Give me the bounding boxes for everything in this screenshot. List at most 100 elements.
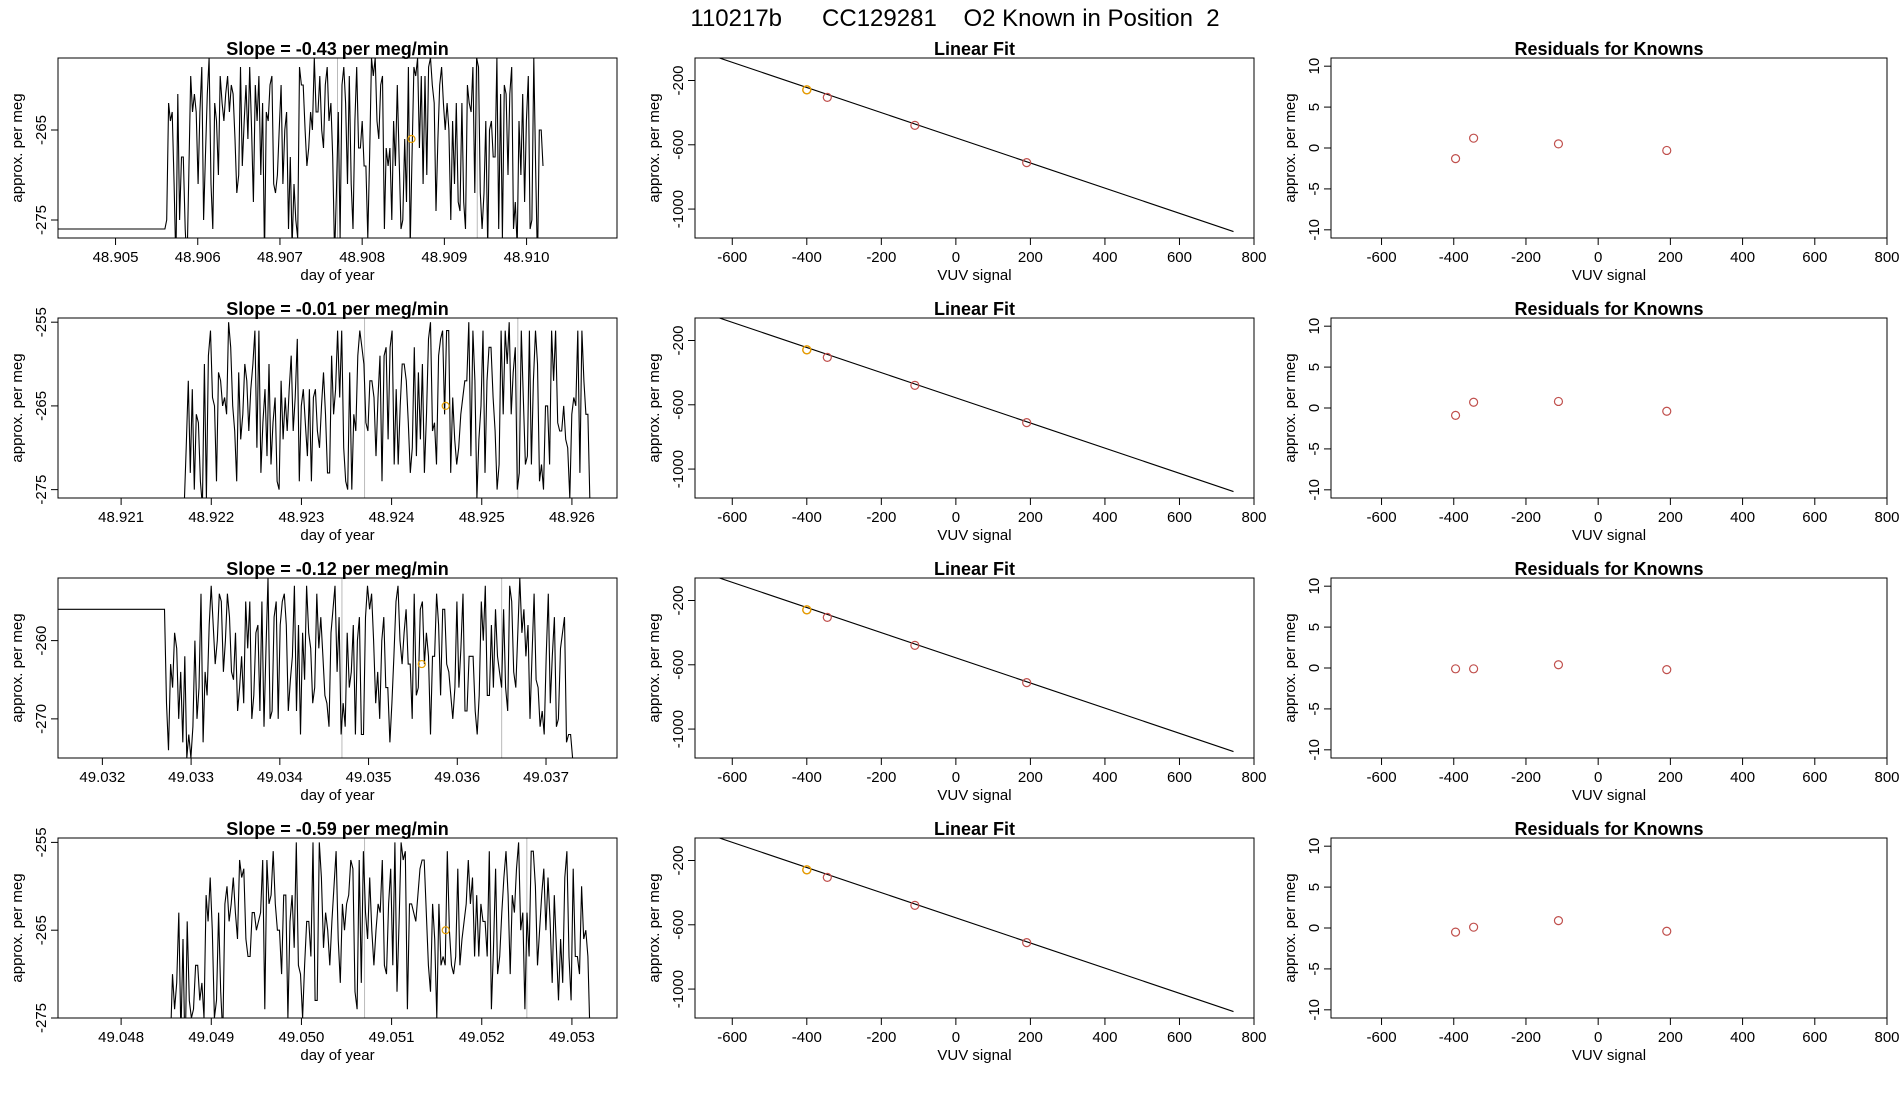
plot-frame (694, 577, 1255, 759)
plot-frame (57, 577, 618, 759)
plot-area (1450, 396, 1672, 420)
x-tick-label: 48.923 (278, 509, 324, 526)
marker-point (441, 926, 450, 935)
plot-area (717, 58, 1234, 233)
plot-frame (694, 837, 1255, 1019)
data-point (1022, 678, 1032, 688)
y-tick-label: -200 (670, 585, 687, 615)
x-tick-label: 200 (1018, 249, 1043, 266)
x-tick-label: 0 (952, 1029, 960, 1046)
x-tick-label: -200 (1511, 249, 1541, 266)
y-tick-label: -265 (33, 391, 50, 421)
x-tick-label: 200 (1018, 1029, 1043, 1046)
y-axis-label: approx. per meg (646, 353, 663, 462)
x-tick-label: 49.032 (79, 769, 125, 786)
x-tick-label: -400 (792, 249, 822, 266)
x-tick-label: 600 (1802, 509, 1827, 526)
x-tick-label: 0 (1594, 769, 1602, 786)
x-tick-label: 200 (1018, 509, 1043, 526)
y-tick-label: -5 (1306, 702, 1323, 715)
plot-area (1450, 660, 1672, 675)
x-tick-label: 600 (1167, 1029, 1192, 1046)
x-axis-label: VUV signal (937, 787, 1011, 804)
x-tick-label: -400 (1439, 769, 1469, 786)
x-tick-label: 600 (1167, 769, 1192, 786)
x-tick-label: 800 (1241, 769, 1266, 786)
y-axis-label: approx. per meg (1282, 873, 1299, 982)
x-tick-label: 48.910 (504, 249, 550, 266)
data-point (1553, 396, 1564, 407)
plot-area (1450, 133, 1672, 164)
series-line (183, 322, 591, 498)
data-point (1662, 145, 1672, 156)
x-axis-label: VUV signal (1572, 787, 1646, 804)
x-axis-label: VUV signal (1572, 267, 1646, 284)
x-tick-label: 49.034 (257, 769, 303, 786)
x-tick-label: 49.037 (523, 769, 569, 786)
x-tick-label: 600 (1802, 1029, 1827, 1046)
x-axis-label: VUV signal (937, 1047, 1011, 1064)
y-tick-label: -10 (1306, 219, 1323, 241)
x-tick-label: 49.033 (168, 769, 214, 786)
panel-title: Slope = -0.59 per meg/min (226, 819, 449, 839)
x-tick-label: -200 (1511, 509, 1541, 526)
x-tick-label: 48.924 (369, 509, 415, 526)
x-axis-label: VUV signal (1572, 1047, 1646, 1064)
data-point (1450, 410, 1461, 420)
x-axis-label: VUV signal (937, 527, 1011, 544)
x-tick-label: -400 (1439, 1029, 1469, 1046)
x-tick-label: 48.905 (93, 249, 139, 266)
panel-linear_fit-2: -600 -400 -200 0 200 400 600 800 -200 -600 -1000 Li… (646, 299, 1267, 544)
data-point (1553, 916, 1564, 926)
data-point (1022, 938, 1032, 948)
plot-area (717, 578, 1234, 753)
x-tick-label: -600 (1367, 1029, 1397, 1046)
y-axis-label: approx. per meg (646, 93, 663, 202)
y-axis-label: approx. per meg (9, 353, 26, 462)
highlight-point (802, 605, 812, 615)
panel-residuals-3: -600 -400 -200 0 200 400 600 800 10 5 0 -5 -10 Residu… (1282, 559, 1900, 804)
y-tick-label: -200 (670, 845, 687, 875)
panel-linear_fit-3: -600 -400 -200 0 200 400 600 800 -200 -600 -1000 Li… (646, 559, 1267, 804)
x-tick-label: -200 (866, 1029, 896, 1046)
plot-frame (1330, 577, 1888, 759)
y-tick-label: -255 (33, 827, 50, 857)
x-tick-label: 800 (1241, 509, 1266, 526)
x-tick-label: -600 (717, 249, 747, 266)
x-tick-label: 200 (1658, 1029, 1683, 1046)
panel-title: Residuals for Knowns (1514, 559, 1703, 579)
x-tick-label: 600 (1802, 769, 1827, 786)
y-axis-label: approx. per meg (646, 873, 663, 982)
x-tick-label: 49.052 (459, 1029, 505, 1046)
fit-line (717, 318, 1234, 493)
x-tick-label: -200 (1511, 769, 1541, 786)
plot-area (167, 838, 591, 1018)
fit-line (717, 838, 1234, 1013)
data-point (822, 612, 832, 622)
plot-area (183, 318, 591, 498)
data-point (1450, 664, 1461, 674)
y-tick-label: 5 (1306, 363, 1323, 371)
panel-title: Residuals for Knowns (1514, 39, 1703, 59)
panel-residuals-1: -600 -400 -200 0 200 400 600 800 10 5 0 -5 -10 Residu… (1282, 39, 1900, 284)
x-tick-label: -200 (866, 769, 896, 786)
y-tick-label: -5 (1306, 442, 1323, 455)
y-tick-label: -275 (33, 1003, 50, 1033)
panel-timeseries-2: 48.921 48.922 48.923 48.924 48.925 48.926 -255… (9, 299, 618, 544)
data-point (1553, 660, 1564, 670)
x-axis-label: day of year (300, 267, 374, 284)
highlight-point (802, 85, 812, 95)
data-point (910, 380, 920, 390)
plot-frame (57, 837, 618, 1019)
y-tick-label: 10 (1306, 578, 1323, 595)
y-tick-label: -1000 (670, 710, 687, 748)
x-tick-label: 48.909 (421, 249, 467, 266)
data-point (910, 120, 920, 130)
y-tick-label: -600 (670, 130, 687, 160)
x-tick-label: 0 (1594, 249, 1602, 266)
panel-title: Slope = -0.12 per meg/min (226, 559, 449, 579)
x-tick-label: 49.051 (369, 1029, 415, 1046)
y-tick-label: 5 (1306, 623, 1323, 631)
highlight-point (802, 345, 812, 355)
